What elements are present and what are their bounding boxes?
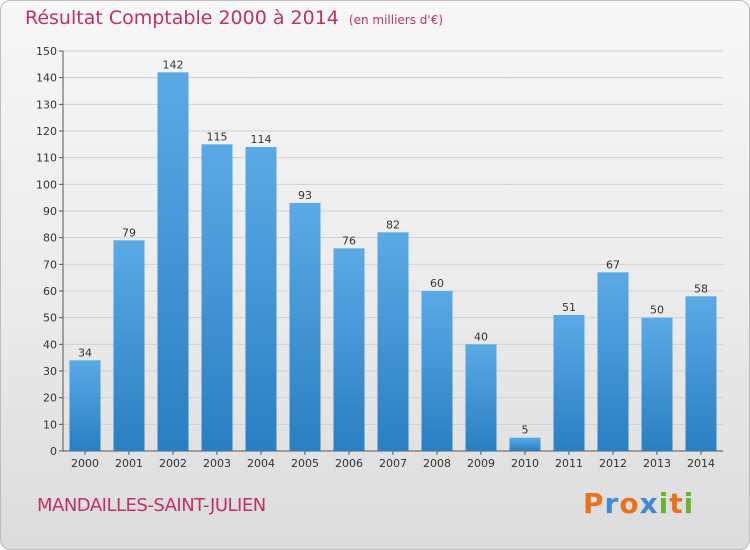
x-tick-label: 2005 bbox=[291, 457, 319, 470]
y-tick-label: 60 bbox=[43, 285, 57, 298]
bar-value-label: 82 bbox=[386, 218, 400, 231]
bar-value-label: 40 bbox=[474, 330, 488, 343]
y-tick-label: 120 bbox=[36, 125, 57, 138]
x-tick-label: 2008 bbox=[423, 457, 451, 470]
y-tick-label: 80 bbox=[43, 232, 57, 245]
bar-value-label: 93 bbox=[298, 189, 312, 202]
logo-letter: x bbox=[639, 487, 659, 520]
bars bbox=[69, 72, 717, 452]
bar-value-label: 115 bbox=[207, 130, 228, 143]
logo-letter: i bbox=[683, 487, 695, 520]
y-tick-label: 90 bbox=[43, 205, 57, 218]
y-tick-label: 140 bbox=[36, 72, 57, 85]
bar bbox=[333, 248, 365, 451]
y-tick-label: 110 bbox=[36, 152, 57, 165]
bar bbox=[377, 232, 409, 451]
x-tick-label: 2011 bbox=[555, 457, 583, 470]
place-name: MANDAILLES-SAINT-JULIEN bbox=[37, 495, 266, 516]
x-tick-label: 2002 bbox=[159, 457, 187, 470]
bar-value-label: 67 bbox=[606, 258, 620, 271]
bar-value-label: 51 bbox=[562, 301, 576, 314]
bar bbox=[201, 144, 233, 452]
bar bbox=[69, 360, 101, 451]
x-tick-label: 2000 bbox=[71, 457, 99, 470]
x-tick-label: 2014 bbox=[687, 457, 715, 470]
chart-unit: (en milliers d'€) bbox=[348, 13, 444, 27]
bar bbox=[465, 344, 497, 451]
y-tick-label: 30 bbox=[43, 365, 57, 378]
proxiti-logo: Proxiti bbox=[583, 487, 694, 520]
bar-value-label: 76 bbox=[342, 234, 356, 247]
bar-value-label: 142 bbox=[163, 58, 184, 71]
bar bbox=[509, 437, 541, 451]
x-tick-label: 2006 bbox=[335, 457, 363, 470]
y-tick-label: 70 bbox=[43, 258, 57, 271]
bar bbox=[289, 203, 321, 451]
bar-value-label: 60 bbox=[430, 277, 444, 290]
chart-title-block: Résultat Comptable 2000 à 2014 (en millie… bbox=[25, 7, 443, 29]
bar-value-label: 5 bbox=[522, 424, 529, 437]
logo-letter: i bbox=[658, 487, 670, 520]
bar-value-label: 58 bbox=[694, 282, 708, 295]
y-tick-label: 130 bbox=[36, 98, 57, 111]
x-tick-label: 2010 bbox=[511, 457, 539, 470]
x-tick-label: 2012 bbox=[599, 457, 627, 470]
y-tick-label: 20 bbox=[43, 392, 57, 405]
x-tick-label: 2009 bbox=[467, 457, 495, 470]
x-tick-label: 2004 bbox=[247, 457, 275, 470]
bar-value-label: 50 bbox=[650, 304, 664, 317]
bar bbox=[597, 272, 629, 451]
y-tick-label: 150 bbox=[36, 45, 57, 58]
bar bbox=[553, 315, 585, 451]
y-tick-label: 100 bbox=[36, 178, 57, 191]
bar bbox=[421, 291, 453, 451]
logo-letter: t bbox=[669, 487, 684, 520]
x-tick-label: 2001 bbox=[115, 457, 143, 470]
bar bbox=[157, 72, 189, 451]
x-tick-label: 2007 bbox=[379, 457, 407, 470]
x-tick-label: 2003 bbox=[203, 457, 231, 470]
logo-letter: r bbox=[604, 487, 620, 520]
logo-letter: o bbox=[619, 487, 640, 520]
y-tick-label: 10 bbox=[43, 418, 57, 431]
data-labels: 34 79 142 115 114 93 76 82 60 40 5 51 67 50 58 bbox=[78, 58, 708, 436]
y-tick-label: 50 bbox=[43, 312, 57, 325]
y-tick-label: 40 bbox=[43, 338, 57, 351]
bar-value-label: 114 bbox=[251, 133, 272, 146]
bar-value-label: 34 bbox=[78, 346, 92, 359]
logo-letter: P bbox=[583, 487, 605, 520]
chart-title: Résultat Comptable 2000 à 2014 bbox=[25, 7, 339, 29]
bar bbox=[685, 296, 717, 451]
bar bbox=[113, 240, 145, 451]
y-tick-label: 0 bbox=[50, 445, 57, 458]
bar bbox=[245, 147, 277, 451]
bar-chart: 0 10 20 30 40 50 60 70 80 90 100 110 120 130 140 150 200… bbox=[36, 45, 723, 470]
bar-value-label: 79 bbox=[122, 226, 136, 239]
bar bbox=[641, 317, 673, 451]
x-tick-label: 2013 bbox=[643, 457, 671, 470]
